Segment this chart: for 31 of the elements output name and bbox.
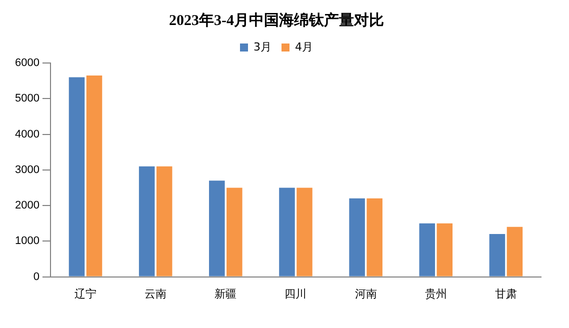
- bar: [506, 226, 523, 276]
- y-tick-label: 5000: [14, 92, 40, 105]
- bar: [419, 223, 436, 276]
- chart-title: 2023年3-4月中国海绵钛产量对比: [169, 12, 384, 29]
- bar: [489, 234, 506, 276]
- bar: [209, 180, 225, 276]
- x-tick-label: 辽宁: [74, 287, 97, 300]
- x-tick-label: 四川: [284, 287, 307, 300]
- bar: [68, 77, 85, 276]
- bar: [436, 223, 453, 276]
- y-tick-label: 0: [33, 270, 40, 283]
- y-tick-label: 2000: [14, 200, 40, 212]
- legend-label: 4月: [295, 40, 313, 54]
- y-tick-label: 4000: [14, 128, 40, 140]
- bar: [226, 188, 242, 276]
- bar: [296, 188, 312, 276]
- bar: [366, 198, 382, 276]
- y-tick-label: 6000: [14, 57, 40, 70]
- bar: [156, 166, 172, 276]
- x-tick-label: 甘肃: [494, 287, 517, 300]
- x-tick-label: 河南: [354, 287, 377, 300]
- x-tick-label: 云南: [144, 287, 167, 300]
- bar: [349, 198, 365, 276]
- bar: [86, 75, 102, 276]
- bar: [279, 188, 295, 276]
- x-tick-label: 新疆: [214, 287, 237, 300]
- legend-label: 3月: [254, 40, 272, 54]
- x-tick-label: 贵州: [424, 287, 447, 300]
- y-tick-label: 3000: [14, 164, 40, 176]
- bar: [138, 166, 155, 276]
- y-tick-label: 1000: [14, 235, 40, 248]
